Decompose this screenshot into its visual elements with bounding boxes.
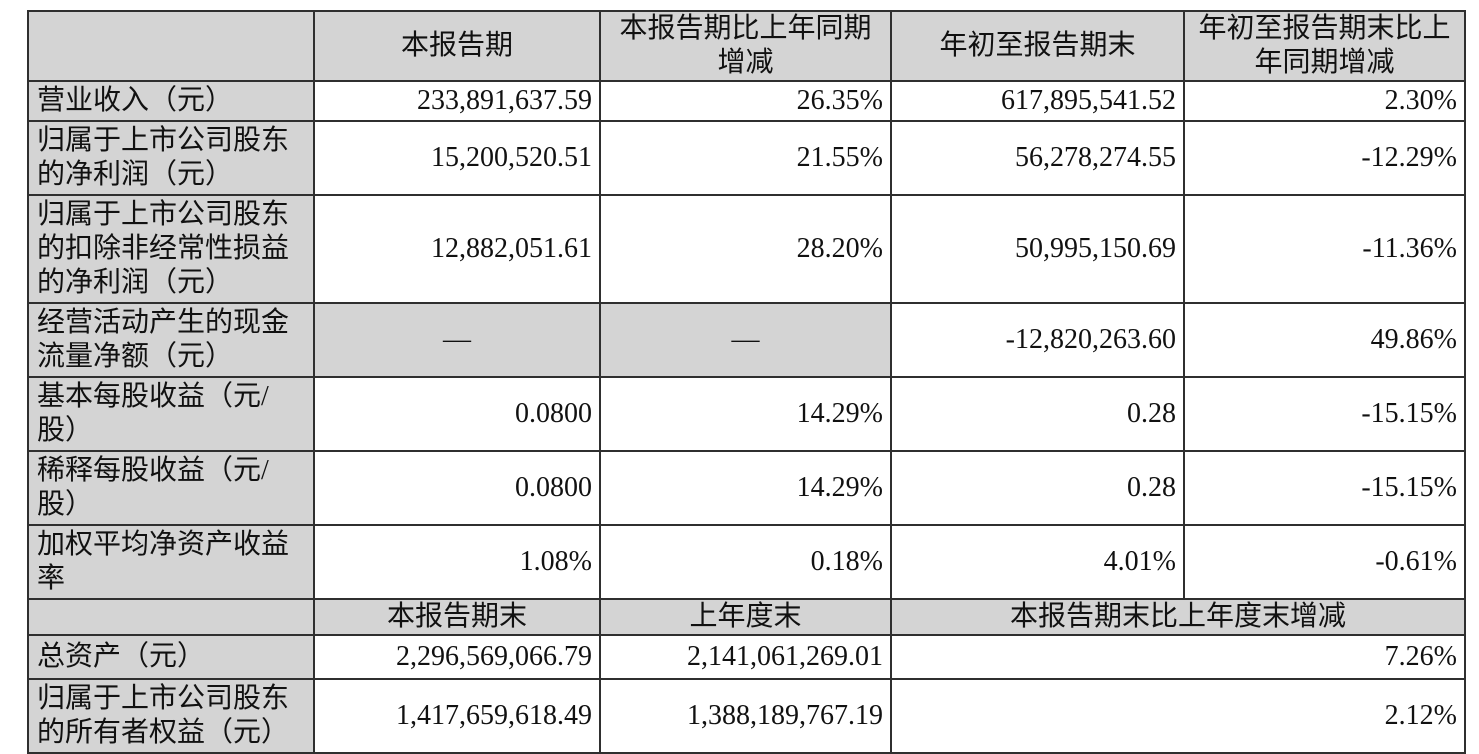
value-ytd: 50,995,150.69: [890, 194, 1185, 304]
col-header-current-period-end: 本报告期末: [313, 598, 601, 636]
value-yoy-change: 21.55%: [599, 120, 892, 196]
value-change-vs-prior-year-end: 2.12%: [890, 678, 1466, 754]
row-label: 基本每股收益（元/ 股）: [27, 376, 315, 452]
value-current-period-end: 2,296,569,066.79: [313, 634, 601, 680]
value-ytd-yoy-change: -0.61%: [1183, 524, 1466, 600]
value-ytd-yoy-change: 2.30%: [1183, 80, 1466, 122]
value-prior-year-end: 2,141,061,269.01: [599, 634, 892, 680]
row-label: 总资产（元）: [27, 634, 315, 680]
table-row-net-profit-excl-nonrecurring: 归属于上市公司股东 的扣除非经常性损益 的净利润（元） 12,882,051.6…: [27, 194, 1466, 304]
value-current-period: 0.0800: [313, 450, 601, 526]
value-current-period: 12,882,051.61: [313, 194, 601, 304]
value-ytd: -12,820,263.60: [890, 302, 1185, 378]
corner-cell: [27, 10, 315, 82]
row-label: 营业收入（元）: [27, 80, 315, 122]
value-yoy-change: 0.18%: [599, 524, 892, 600]
value-ytd-yoy-change: -12.29%: [1183, 120, 1466, 196]
table-row-total-assets: 总资产（元） 2,296,569,066.79 2,141,061,269.01…: [27, 634, 1466, 680]
value-ytd: 56,278,274.55: [890, 120, 1185, 196]
value-ytd: 617,895,541.52: [890, 80, 1185, 122]
value-prior-year-end: 1,388,189,767.19: [599, 678, 892, 754]
value-ytd-yoy-change: -15.15%: [1183, 450, 1466, 526]
period-header-row: 本报告期 本报告期比上年同期 增减 年初至报告期末 年初至报告期末比上 年同期增…: [27, 10, 1466, 82]
table-row-operating-cash-flow: 经营活动产生的现金 流量净额（元） — — -12,820,263.60 49.…: [27, 302, 1466, 378]
table-row-basic-eps: 基本每股收益（元/ 股） 0.0800 14.29% 0.28 -15.15%: [27, 376, 1466, 452]
col-header-ytd: 年初至报告期末: [890, 10, 1185, 82]
col-header-prior-year-end: 上年度末: [599, 598, 892, 636]
value-ytd: 0.28: [890, 376, 1185, 452]
value-current-period: 233,891,637.59: [313, 80, 601, 122]
table-row-weighted-avg-roe: 加权平均净资产收益 率 1.08% 0.18% 4.01% -0.61%: [27, 524, 1466, 600]
value-ytd: 4.01%: [890, 524, 1185, 600]
col-header-current-period: 本报告期: [313, 10, 601, 82]
table-row-equity-attributable-to-shareholders: 归属于上市公司股东 的所有者权益（元） 1,417,659,618.49 1,3…: [27, 678, 1466, 754]
table-row-net-profit: 归属于上市公司股东 的净利润（元） 15,200,520.51 21.55% 5…: [27, 120, 1466, 196]
col-header-yoy-change: 本报告期比上年同期 增减: [599, 10, 892, 82]
value-current-period: 15,200,520.51: [313, 120, 601, 196]
value-change-vs-prior-year-end: 7.26%: [890, 634, 1466, 680]
value-current-period: 0.0800: [313, 376, 601, 452]
value-yoy-change-na: —: [599, 302, 892, 378]
value-yoy-change: 14.29%: [599, 450, 892, 526]
value-yoy-change: 28.20%: [599, 194, 892, 304]
value-ytd-yoy-change: 49.86%: [1183, 302, 1466, 378]
col-header-ytd-yoy-change: 年初至报告期末比上 年同期增减: [1183, 10, 1466, 82]
value-ytd: 0.28: [890, 450, 1185, 526]
value-current-period-end: 1,417,659,618.49: [313, 678, 601, 754]
row-label: 经营活动产生的现金 流量净额（元）: [27, 302, 315, 378]
value-current-period-na: —: [313, 302, 601, 378]
value-current-period: 1.08%: [313, 524, 601, 600]
row-label: 稀释每股收益（元/ 股）: [27, 450, 315, 526]
table-row-revenue: 营业收入（元） 233,891,637.59 26.35% 617,895,54…: [27, 80, 1466, 122]
value-ytd-yoy-change: -11.36%: [1183, 194, 1466, 304]
row-label: 归属于上市公司股东 的扣除非经常性损益 的净利润（元）: [27, 194, 315, 304]
value-yoy-change: 26.35%: [599, 80, 892, 122]
row-label: 归属于上市公司股东 的净利润（元）: [27, 120, 315, 196]
financial-summary-table: 本报告期 本报告期比上年同期 增减 年初至报告期末 年初至报告期末比上 年同期增…: [27, 10, 1466, 754]
eop-header-row: 本报告期末 上年度末 本报告期末比上年度末增减: [27, 598, 1466, 636]
col-header-change-vs-prior-year-end: 本报告期末比上年度末增减: [890, 598, 1466, 636]
corner-cell: [27, 598, 315, 636]
row-label: 归属于上市公司股东 的所有者权益（元）: [27, 678, 315, 754]
table-row-diluted-eps: 稀释每股收益（元/ 股） 0.0800 14.29% 0.28 -15.15%: [27, 450, 1466, 526]
value-ytd-yoy-change: -15.15%: [1183, 376, 1466, 452]
row-label: 加权平均净资产收益 率: [27, 524, 315, 600]
value-yoy-change: 14.29%: [599, 376, 892, 452]
